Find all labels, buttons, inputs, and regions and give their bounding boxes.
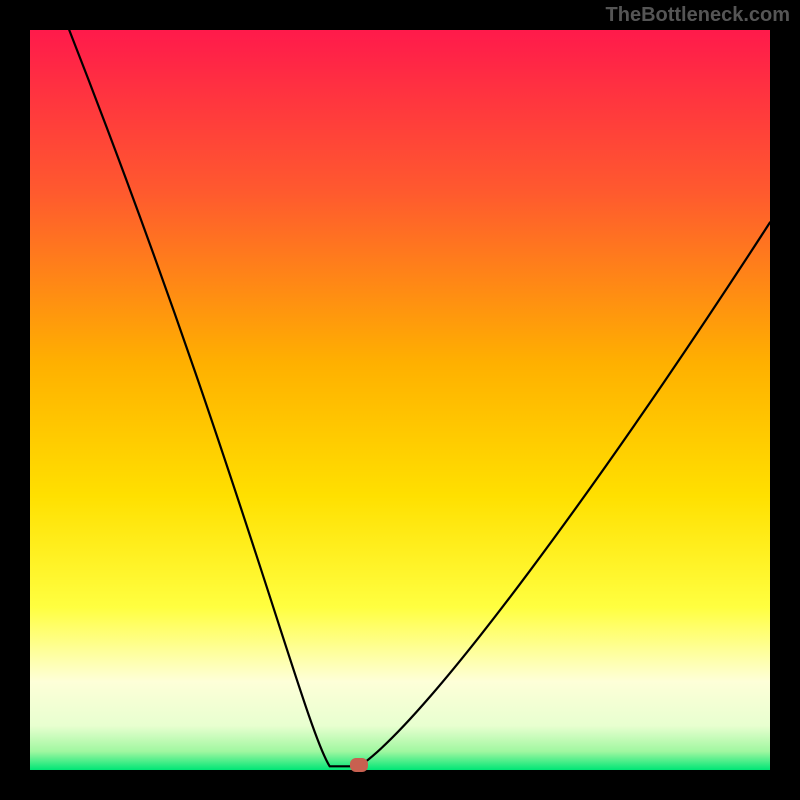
- optimum-marker: [350, 758, 368, 772]
- bottleneck-curve: [0, 0, 800, 800]
- watermark-text: TheBottleneck.com: [606, 4, 790, 27]
